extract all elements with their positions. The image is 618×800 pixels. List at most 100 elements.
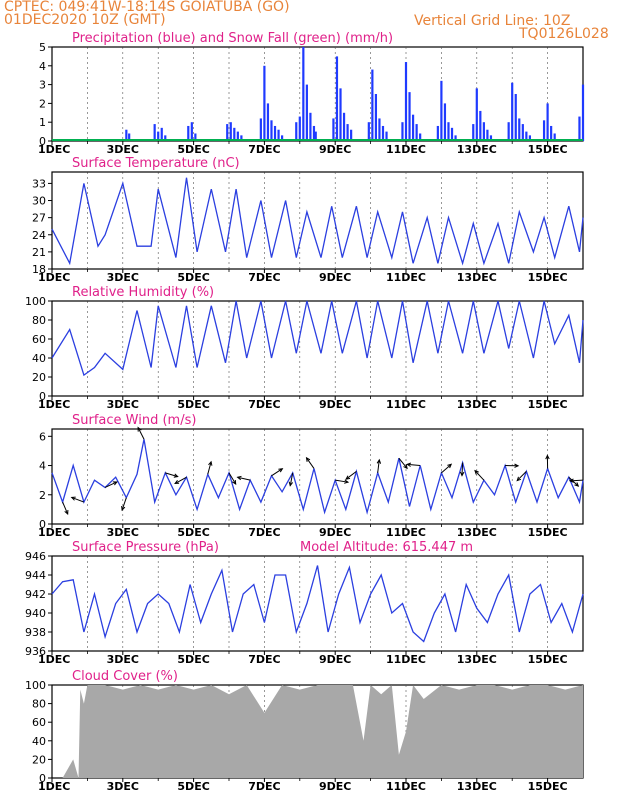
precip-bar <box>164 135 167 141</box>
x-tick-label-rh: 1DEC <box>38 398 70 411</box>
precip-bar <box>295 122 298 141</box>
x-tick-label-wind: 9DEC <box>319 526 351 539</box>
wind-arrow <box>174 476 187 484</box>
precip-bar <box>270 120 273 141</box>
wind-arrow-head <box>345 475 351 480</box>
x-tick-label-wind: 11DEC <box>386 526 426 539</box>
grid-note: Vertical Grid Line: 10Z <box>414 13 571 29</box>
y-tick-label-temp: 27 <box>32 212 46 225</box>
precip-bar <box>277 129 280 141</box>
precip-bar <box>450 127 454 141</box>
precip-bar <box>401 122 404 141</box>
precip-bar <box>157 131 160 141</box>
x-tick-label-cloud: 5DEC <box>177 780 209 793</box>
x-tick-label-rh: 11DEC <box>386 398 426 411</box>
x-tick-label-precip: 5DEC <box>177 143 209 156</box>
panel-title-temp: Surface Temperature (nC) <box>72 156 240 171</box>
precip-bar <box>226 124 229 141</box>
y-tick-label-rh: 20 <box>32 371 46 384</box>
x-tick-label-temp: 5DEC <box>177 271 209 284</box>
wind-arrow-head <box>459 471 465 477</box>
wind-arrow-head <box>137 426 142 432</box>
precip-bar <box>411 114 415 141</box>
x-tick-label-pres: 7DEC <box>248 653 280 666</box>
x-tick-label-wind: 3DEC <box>107 526 139 539</box>
precip-bar <box>440 80 443 141</box>
x-tick-label-temp: 3DEC <box>107 271 139 284</box>
wind-arrow-head <box>208 460 213 466</box>
y-tick-label-pres: 940 <box>25 607 46 620</box>
precip-bar <box>302 47 305 141</box>
wind-arrow <box>71 496 85 503</box>
wind-arrow <box>137 427 145 440</box>
y-tick-label-wind: 6 <box>39 430 46 443</box>
wind-arrow-head <box>278 468 284 473</box>
wind-arrow-head <box>447 463 453 469</box>
precip-bar <box>187 125 190 141</box>
precip-bar <box>367 122 370 141</box>
date-header: 01DEC2020 10Z (GMT) <box>4 12 166 28</box>
wind-arrow-head <box>174 479 180 485</box>
wind-arrow <box>121 497 127 511</box>
x-tick-label-precip: 7DEC <box>248 143 280 156</box>
x-tick-label-precip: 11DEC <box>386 143 426 156</box>
precip-bar <box>259 118 262 141</box>
wind-arrow <box>228 472 237 485</box>
precip-bar <box>436 125 439 141</box>
y-tick-label-rh: 100 <box>25 295 46 308</box>
wind-arrow <box>306 457 315 469</box>
precip-bar <box>518 118 521 141</box>
precip-bar <box>153 124 156 141</box>
precip-bar <box>546 103 549 141</box>
precip-bar <box>160 127 163 141</box>
y-tick-label-rh: 40 <box>32 352 46 365</box>
x-tick-label-temp: 7DEC <box>248 271 280 284</box>
wind-arrow-head <box>514 463 520 468</box>
wind-arrow <box>237 476 251 481</box>
panel-frame-rh <box>51 300 584 397</box>
wind-arrow-head <box>288 481 294 487</box>
wind-arrow-head <box>121 505 126 512</box>
precip-bar <box>346 124 349 141</box>
y-tick-label-pres: 946 <box>25 550 46 563</box>
precip-bar <box>374 94 378 141</box>
precip-bar <box>229 122 232 141</box>
pres-series-line <box>51 565 584 643</box>
panel-title-cloud: Cloud Cover (%) <box>72 669 178 684</box>
wind-arrow <box>398 457 408 469</box>
x-tick-label-temp: 9DEC <box>319 271 351 284</box>
x-tick-label-rh: 9DEC <box>319 398 351 411</box>
x-tick-label-precip: 3DEC <box>107 143 139 156</box>
precip-bar <box>511 82 514 141</box>
wind-arrow-head <box>545 454 550 460</box>
x-tick-label-precip: 9DEC <box>319 143 351 156</box>
x-tick-label-cloud: 1DEC <box>38 780 70 793</box>
precip-bar <box>240 135 243 141</box>
precip-bar <box>194 133 197 141</box>
wind-arrow-head <box>516 476 522 482</box>
y-tick-label-precip: 1 <box>39 116 46 129</box>
precip-bar <box>298 116 301 141</box>
precip-bar <box>266 103 270 141</box>
wind-arrow <box>207 461 212 475</box>
precip-bar <box>350 129 353 141</box>
y-tick-label-cloud: 40 <box>32 735 46 748</box>
precip-bar <box>236 131 239 141</box>
wind-arrow-head <box>574 482 580 487</box>
precip-bar <box>128 133 131 141</box>
precip-bar <box>521 124 524 141</box>
y-tick-label-precip: 3 <box>39 79 46 92</box>
wind-arrow <box>568 476 579 487</box>
x-tick-label-wind: 13DEC <box>457 526 497 539</box>
x-tick-label-temp: 15DEC <box>528 271 568 284</box>
panel-title-rh: Relative Humidity (%) <box>72 285 214 300</box>
wind-arrow-head <box>403 464 408 470</box>
y-tick-label-pres: 944 <box>25 569 46 582</box>
y-tick-label-pres: 938 <box>25 626 46 639</box>
precip-bar <box>335 56 339 141</box>
wind-arrow-head <box>232 479 237 485</box>
wind-arrow-head <box>112 481 118 486</box>
precip-bar <box>507 122 510 141</box>
panel-title-precip: Precipitation (blue) and Snow Fall (gree… <box>72 31 393 46</box>
